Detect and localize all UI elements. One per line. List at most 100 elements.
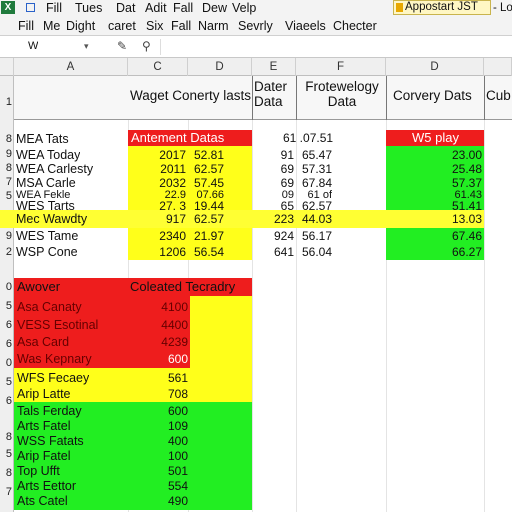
block1-c[interactable]: 2017 (159, 148, 186, 162)
block1-d[interactable]: 56.54 (193, 245, 224, 259)
save-icon[interactable] (26, 3, 35, 12)
block2-value[interactable]: 490 (167, 494, 188, 508)
row-header[interactable]: 8 (5, 431, 12, 443)
block2-label[interactable]: Was Kepnary (17, 352, 92, 366)
header-i-label[interactable]: Cub (486, 88, 511, 103)
title-menu-5[interactable]: Dew (202, 1, 228, 15)
block1-c[interactable]: 2032 (159, 176, 186, 190)
column-header-i[interactable] (484, 58, 512, 76)
block2-label[interactable]: Tals Ferday (17, 404, 82, 418)
row-header[interactable]: 1 (5, 96, 12, 108)
ribbon-menu-9[interactable]: Checter (333, 19, 377, 33)
column-header-f[interactable]: F (296, 58, 386, 76)
ribbon-menu-1[interactable]: Me (43, 19, 61, 33)
block1-e[interactable]: 223 (273, 212, 294, 226)
block1-f[interactable]: 61 of (307, 189, 332, 201)
ribbon-menu-5[interactable]: Fall (171, 19, 192, 33)
block1-f-heading[interactable]: 61 .07.51 (283, 131, 333, 145)
block1-c[interactable]: 22.9 (164, 189, 186, 201)
ribbon-menu-6[interactable]: Narm (198, 19, 229, 33)
block2-value[interactable]: 561 (167, 371, 188, 385)
row-header[interactable]: 6 (5, 395, 12, 407)
block1-e[interactable]: 91 (280, 148, 294, 162)
header-h-label[interactable]: Corvery Dats (393, 88, 472, 103)
block1-d[interactable]: 07.66 (196, 189, 224, 201)
block2-value[interactable]: 100 (167, 449, 188, 463)
row-header[interactable]: 7 (5, 486, 12, 498)
block2-value[interactable]: 4100 (161, 300, 188, 314)
name-box-dropdown-icon[interactable]: ▾ (84, 41, 89, 51)
block2-value[interactable]: 4239 (161, 335, 188, 349)
block1-d[interactable]: 21.97 (193, 229, 224, 243)
block2-value[interactable]: 554 (167, 479, 188, 493)
row-header[interactable]: 5 (5, 300, 12, 312)
row-header[interactable]: 5 (5, 376, 12, 388)
block1-c[interactable]: 2011 (160, 162, 186, 176)
column-header-h[interactable]: D (386, 58, 484, 76)
row-header[interactable]: 6 (5, 338, 12, 350)
block1-c[interactable]: 1206 (159, 245, 186, 259)
row-header[interactable]: 9 (5, 148, 12, 160)
block2-value[interactable]: 501 (167, 464, 188, 478)
row-header[interactable]: 5 (5, 448, 12, 460)
ribbon-menu-7[interactable]: Sevrly (238, 19, 273, 33)
block2-label[interactable]: Arts Fatel (17, 419, 71, 433)
block2-label[interactable]: Arip Fatel (17, 449, 71, 463)
magnifier-icon[interactable]: ⚲ (142, 39, 151, 53)
title-menu-1[interactable]: Tues (75, 1, 103, 15)
title-menu-6[interactable]: Velp (232, 1, 257, 15)
title-menu-2[interactable]: Dat (116, 1, 136, 15)
ribbon-menu-3[interactable]: caret (108, 19, 136, 33)
block2-label[interactable]: Ats Catel (17, 494, 68, 508)
title-menu-0[interactable]: Fill (46, 1, 62, 15)
row-header[interactable]: 0 (5, 281, 12, 293)
block1-label[interactable]: WES Tame (16, 229, 79, 243)
block2-value[interactable]: 708 (167, 387, 188, 401)
block1-e[interactable]: 09 (281, 189, 294, 201)
block2-label[interactable]: Asa Canaty (17, 300, 82, 314)
header-b-label[interactable]: Waget Conerty lasts (130, 88, 252, 103)
block2-heading-a[interactable]: Awover (17, 279, 61, 294)
block2-label[interactable]: Asa Card (17, 335, 70, 349)
block1-label[interactable]: WSP Cone (16, 245, 78, 259)
block2-label[interactable]: Arts Eettor (17, 479, 77, 493)
row-header[interactable]: 0 (5, 357, 12, 369)
ribbon-menu-8[interactable]: Viaeels (285, 19, 326, 33)
block1-heading[interactable]: Antement Datas (131, 130, 225, 145)
block1-label[interactable]: WEA Carlesty (16, 162, 94, 176)
block1-f[interactable]: 65.47 (301, 148, 332, 162)
header-f-label[interactable]: Frotewelogy Data (305, 79, 379, 109)
block1-label[interactable]: WEA Fekle (16, 189, 71, 201)
row-header[interactable]: 8 (5, 467, 12, 479)
row-header[interactable]: 8 (5, 162, 12, 174)
block1-f[interactable]: 67.84 (301, 176, 332, 190)
block1-d[interactable]: 62.57 (193, 162, 224, 176)
row-header[interactable]: 5 (5, 190, 12, 202)
row-header[interactable]: 8 (5, 133, 12, 145)
block2-label[interactable]: WFS Fecaey (17, 371, 90, 385)
block1-f[interactable]: 57.31 (301, 162, 332, 176)
block2-value[interactable]: 600 (167, 404, 188, 418)
block1-d[interactable]: 19.44 (193, 199, 224, 213)
ribbon-menu-2[interactable]: Dight (66, 19, 96, 33)
block1-h[interactable]: 57.37 (451, 176, 482, 190)
block2-value[interactable]: 600 (167, 352, 188, 366)
block1-e[interactable]: 641 (273, 245, 294, 259)
pen-icon[interactable]: ✎ (117, 39, 128, 53)
header-e-label[interactable]: Dater Data (254, 79, 288, 109)
block2-label[interactable]: Arip Latte (17, 387, 71, 401)
block1-e[interactable]: 69 (280, 176, 294, 190)
block1-d[interactable]: 52.81 (193, 148, 224, 162)
block2-label[interactable]: Top Ufft (17, 464, 60, 478)
block2-value[interactable]: 4400 (161, 318, 188, 332)
ribbon-menu-4[interactable]: Six (146, 19, 164, 33)
block1-c[interactable]: 27. 3 (159, 199, 186, 213)
block1-h-heading[interactable]: W5 play (412, 130, 459, 145)
column-header-c[interactable]: C (128, 58, 188, 76)
block2-label[interactable]: WSS Fatats (17, 434, 84, 448)
block1-label[interactable]: MEA Tats (16, 132, 69, 146)
block1-c[interactable]: 917 (165, 212, 186, 226)
title-menu-4[interactable]: Fall (173, 1, 194, 15)
block1-h[interactable]: 66.27 (451, 245, 482, 259)
row-header[interactable]: 7 (5, 176, 12, 188)
